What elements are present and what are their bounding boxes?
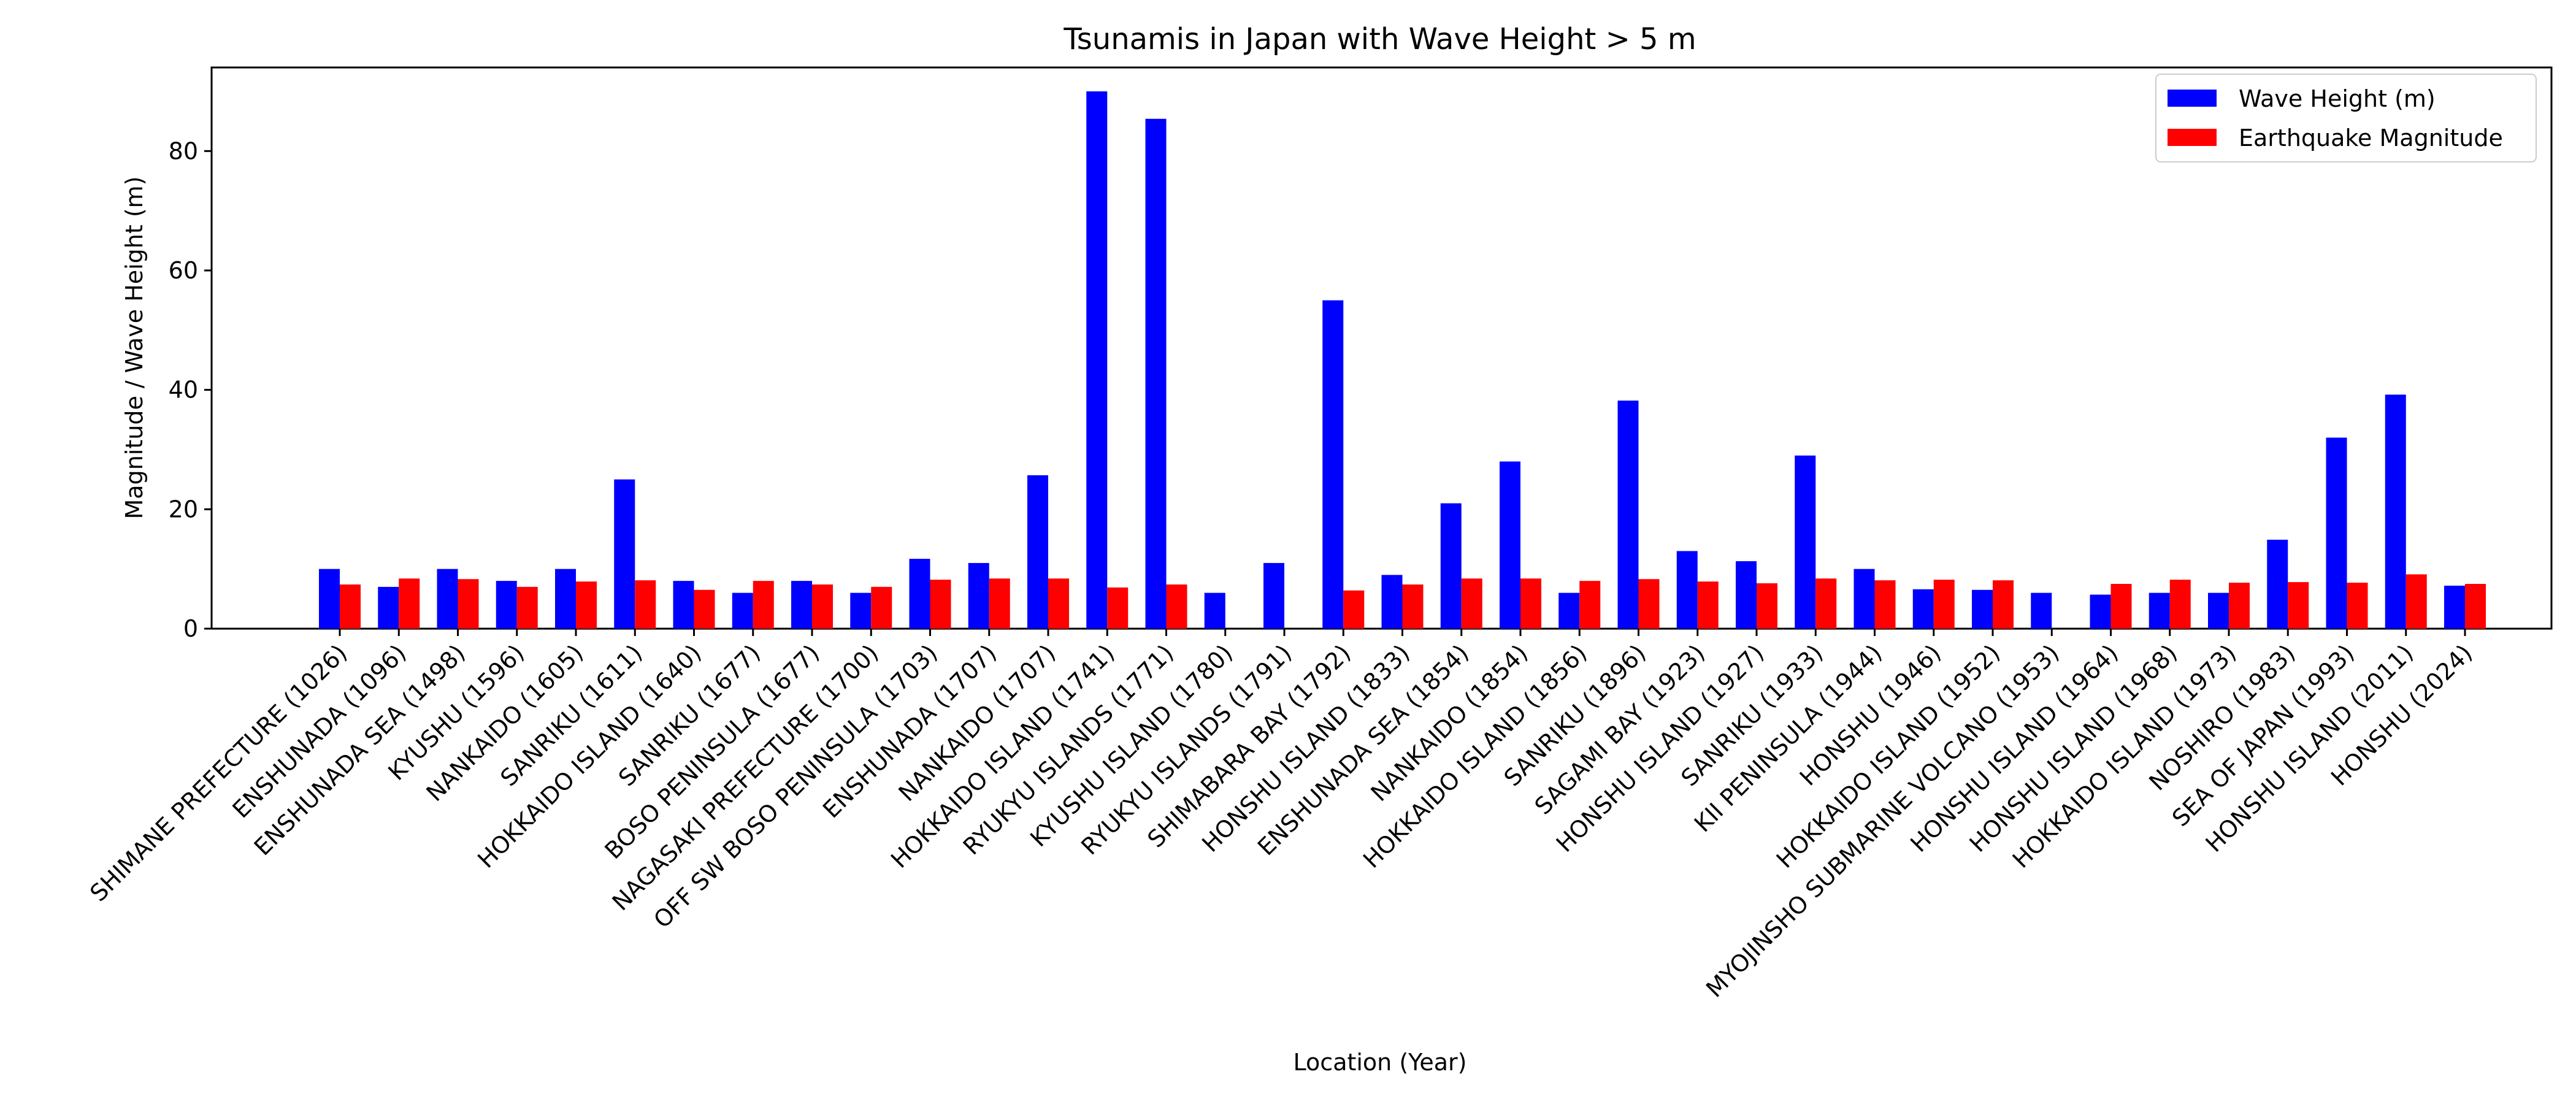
bar-magnitude-14	[1166, 584, 1187, 629]
bar-magnitude-17	[1343, 590, 1365, 629]
bar-wave-height-2	[437, 569, 458, 629]
y-tick-label-3: 60	[169, 257, 198, 284]
bar-magnitude-3	[516, 586, 538, 629]
y-tick-label-1: 20	[169, 496, 198, 523]
bar-wave-height-6	[673, 581, 694, 629]
x-axis-label: Location (Year)	[1294, 1049, 1467, 1076]
bar-wave-height-28	[1972, 589, 1993, 629]
bar-magnitude-2	[458, 579, 479, 629]
x-axis: SHIMANE PREFECTURE (1026)ENSHUNADA (1096…	[85, 629, 2477, 1003]
bar-magnitude-18	[1402, 584, 1424, 629]
bar-magnitude-13	[1107, 587, 1129, 629]
bar-wave-height-13	[1086, 91, 1108, 629]
bar-magnitude-7	[753, 581, 774, 629]
bar-wave-height-4	[555, 569, 576, 629]
y-axis-label: Magnitude / Wave Height (m)	[121, 176, 148, 519]
bar-wave-height-5	[614, 479, 635, 629]
legend-frame	[2155, 74, 2537, 163]
bar-magnitude-30	[2110, 583, 2132, 629]
bar-wave-height-22	[1617, 401, 1639, 629]
bar-wave-height-18	[1381, 575, 1403, 629]
bar-magnitude-33	[2288, 582, 2309, 629]
bar-magnitude-34	[2347, 583, 2368, 629]
y-tick-label-4: 80	[169, 137, 198, 164]
bar-magnitude-25	[1815, 578, 1837, 629]
bar-magnitude-9	[871, 586, 892, 629]
bar-wave-height-0	[319, 569, 340, 629]
bar-magnitude-6	[694, 589, 715, 629]
bar-magnitude-10	[930, 580, 951, 629]
bar-wave-height-23	[1676, 551, 1698, 629]
bar-wave-height-15	[1204, 592, 1225, 629]
y-tick-label-0: 0	[183, 615, 198, 642]
bar-magnitude-8	[812, 584, 833, 629]
bar-wave-height-10	[909, 559, 930, 629]
bar-wave-height-16	[1263, 562, 1284, 629]
legend-label-earthquake-magnitude: Earthquake Magnitude	[2239, 125, 2503, 151]
bar-wave-height-27	[1912, 589, 1934, 629]
bar-wave-height-26	[1853, 569, 1875, 629]
bar-wave-height-25	[1795, 455, 1816, 629]
bar-wave-height-8	[791, 581, 812, 629]
bar-magnitude-0	[340, 584, 361, 629]
bar-wave-height-33	[2267, 539, 2288, 629]
chart-title: Tsunamis in Japan with Wave Height > 5 m	[1063, 22, 1696, 56]
legend: Wave Height (m) Earthquake Magnitude	[2155, 74, 2537, 163]
y-axis: 0 20 40 60 80	[169, 137, 212, 642]
x-tick-label-0: SHIMANE PREFECTURE (1026)	[85, 639, 352, 907]
bar-magnitude-31	[2169, 580, 2191, 629]
bar-wave-height-9	[850, 592, 872, 629]
bar-magnitude-32	[2229, 583, 2250, 629]
bar-wave-height-31	[2149, 592, 2170, 629]
bar-magnitude-4	[576, 581, 597, 629]
bar-magnitude-26	[1874, 580, 1896, 629]
bar-magnitude-22	[1638, 579, 1660, 629]
bar-wave-height-35	[2385, 394, 2406, 629]
bar-wave-height-36	[2444, 585, 2465, 629]
bar-magnitude-23	[1697, 581, 1719, 629]
bar-wave-height-7	[732, 592, 753, 629]
bars	[319, 91, 2486, 629]
legend-label-wave-height: Wave Height (m)	[2239, 85, 2436, 112]
bar-magnitude-5	[635, 580, 656, 629]
bar-wave-height-14	[1145, 118, 1167, 629]
bar-magnitude-20	[1520, 578, 1541, 629]
bar-wave-height-17	[1322, 300, 1344, 629]
bar-magnitude-12	[1048, 578, 1069, 629]
y-tick-label-2: 40	[169, 377, 198, 404]
bar-wave-height-29	[2031, 592, 2052, 629]
bar-wave-height-24	[1736, 561, 1757, 629]
bar-magnitude-27	[1933, 580, 1955, 629]
bar-magnitude-36	[2465, 583, 2486, 629]
bar-wave-height-21	[1558, 592, 1580, 629]
legend-swatch-wave-height	[2168, 90, 2217, 107]
bar-wave-height-11	[968, 562, 989, 629]
bar-wave-height-19	[1440, 503, 1462, 629]
bar-wave-height-30	[2090, 594, 2111, 629]
bar-magnitude-1	[399, 578, 420, 629]
bar-magnitude-11	[989, 578, 1010, 629]
legend-swatch-earthquake-magnitude	[2168, 129, 2217, 146]
bar-wave-height-32	[2208, 592, 2229, 629]
bar-wave-height-3	[496, 581, 517, 629]
bar-magnitude-21	[1579, 581, 1601, 629]
bar-magnitude-28	[1993, 580, 2014, 629]
bar-wave-height-20	[1500, 461, 1520, 629]
bar-wave-height-1	[378, 586, 399, 629]
bar-wave-height-34	[2326, 437, 2347, 629]
bar-magnitude-35	[2405, 574, 2427, 629]
bar-magnitude-24	[1757, 583, 1777, 629]
bar-magnitude-19	[1461, 578, 1482, 629]
bar-wave-height-12	[1027, 475, 1048, 629]
